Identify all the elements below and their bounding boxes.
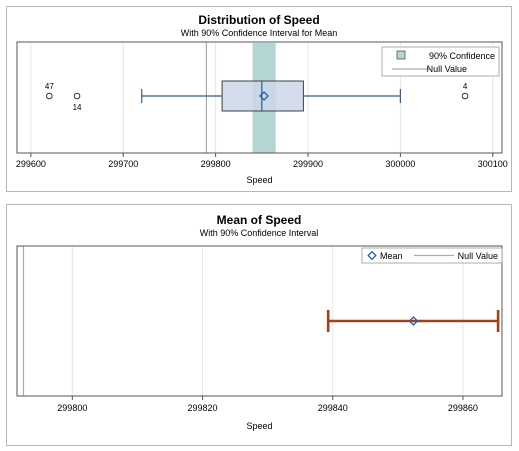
x-tick-label: 299800 <box>57 403 87 413</box>
x-tick-label: 300000 <box>385 159 415 169</box>
legend-swatch-mean <box>367 250 377 261</box>
x-tick-label: 299800 <box>201 159 231 169</box>
box-plot-svg: 47 14 4 299600 299700 299800 299900 300000 30010… <box>16 41 508 185</box>
x-tick-label: 299700 <box>108 159 138 169</box>
plot-frame <box>16 41 503 154</box>
x-axis-label: Speed <box>246 175 272 185</box>
outlier-label: 4 <box>463 82 468 91</box>
chart-title: Distribution of Speed <box>198 13 320 27</box>
mean-marker <box>259 91 269 101</box>
x-tick-label: 299600 <box>16 159 46 169</box>
legend-label-mean: Mean <box>380 251 403 261</box>
chart-subtitle: With 90% Confidence Interval <box>199 228 319 238</box>
chart-subtitle: With 90% Confidence Interval for Mean <box>180 28 338 38</box>
outlier-label: 14 <box>73 103 82 112</box>
plot-frame <box>16 245 503 397</box>
x-tick-label: 300100 <box>478 159 508 169</box>
x-axis-label: Speed <box>246 421 272 431</box>
distribution-panel: Distribution of Speed With 90% Confidenc… <box>6 6 512 192</box>
outlier-point <box>46 92 53 100</box>
legend-label-null: Null Value <box>427 64 467 74</box>
x-tick-label: 299900 <box>293 159 323 169</box>
box <box>221 80 304 112</box>
x-tick-label: 299840 <box>318 403 348 413</box>
outlier-point <box>73 92 81 100</box>
outlier-label: 47 <box>45 82 54 91</box>
mean-panel: Mean of Speed With 90% Confidence Interv… <box>6 204 512 446</box>
x-tick-label: 299820 <box>188 403 218 413</box>
chart-title: Mean of Speed <box>216 213 302 227</box>
legend-label-null: Null Value <box>458 251 498 261</box>
x-tick-label: 299860 <box>448 403 478 413</box>
legend-label-confidence: 90% Confidence <box>429 51 495 61</box>
outlier-point <box>461 92 469 100</box>
legend-swatch-confidence <box>396 50 406 60</box>
mean-interval-svg: 299800 299820 299840 299860 Speed Mean Null Va… <box>16 245 503 431</box>
mean-marker <box>408 316 419 326</box>
